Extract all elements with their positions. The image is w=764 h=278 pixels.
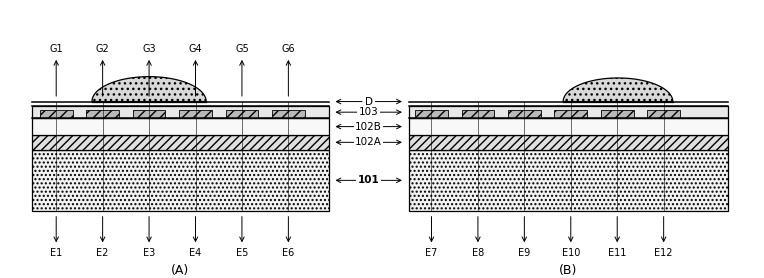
Bar [601, 110, 633, 118]
Text: G5: G5 [235, 44, 249, 54]
Text: E12: E12 [655, 248, 673, 258]
Bar [32, 106, 329, 118]
Bar [409, 150, 728, 211]
Text: E3: E3 [143, 248, 155, 258]
Bar [415, 110, 448, 118]
Text: G6: G6 [282, 44, 295, 54]
Bar [179, 110, 212, 118]
Polygon shape [92, 77, 206, 101]
Bar [32, 150, 329, 211]
Text: E2: E2 [96, 248, 108, 258]
Text: 103: 103 [359, 107, 378, 117]
Bar [225, 110, 258, 118]
Bar [508, 110, 541, 118]
Text: 102A: 102A [355, 137, 382, 147]
Text: 102B: 102B [355, 121, 382, 131]
Text: G3: G3 [142, 44, 156, 54]
Bar [32, 135, 329, 150]
Bar [133, 110, 166, 118]
Bar [40, 110, 73, 118]
Text: E6: E6 [282, 248, 294, 258]
Bar [86, 110, 119, 118]
Bar [409, 118, 728, 135]
Text: G2: G2 [96, 44, 109, 54]
Text: (B): (B) [559, 264, 578, 277]
Bar [272, 110, 305, 118]
Text: E1: E1 [50, 248, 63, 258]
Text: E8: E8 [472, 248, 484, 258]
Bar [555, 110, 588, 118]
Text: G1: G1 [50, 44, 63, 54]
Text: 101: 101 [358, 175, 380, 185]
Text: E9: E9 [518, 248, 530, 258]
Bar [647, 110, 680, 118]
Text: E7: E7 [426, 248, 438, 258]
Text: E4: E4 [189, 248, 202, 258]
Text: E5: E5 [236, 248, 248, 258]
Text: E10: E10 [562, 248, 580, 258]
Bar [461, 110, 494, 118]
Text: G4: G4 [189, 44, 202, 54]
Text: (A): (A) [171, 264, 189, 277]
Bar [409, 135, 728, 150]
Polygon shape [563, 78, 673, 101]
Bar [32, 118, 329, 135]
Bar [409, 106, 728, 118]
Text: E11: E11 [608, 248, 626, 258]
Text: D: D [364, 96, 373, 106]
